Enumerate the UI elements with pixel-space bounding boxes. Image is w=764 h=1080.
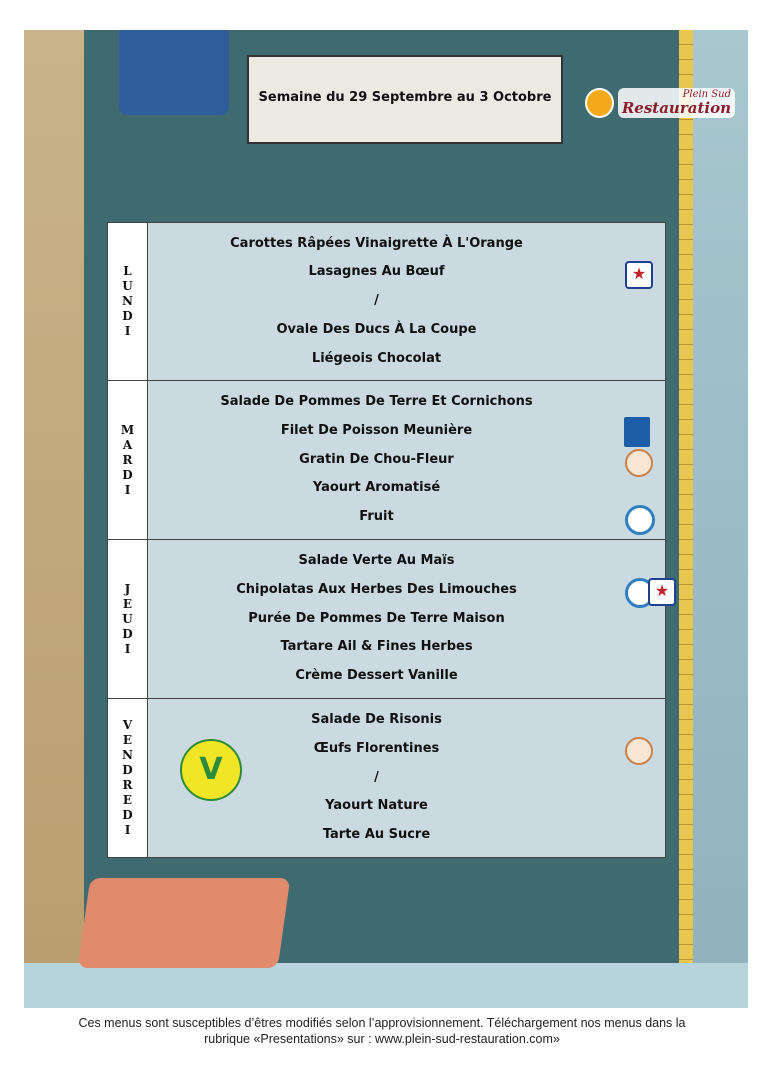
left-wall [24,30,84,1008]
dish: Chipolatas Aux Herbes Des Limouches [236,581,517,597]
desk-illustration [77,878,291,968]
star-label-icon: ★ [625,261,653,289]
book-illustration [119,30,229,115]
day-vendredi: VENDREDI Salade De Risonis Œufs Florenti… [107,699,666,858]
dish: Yaourt Aromatisé [312,480,441,496]
star-label-icon: ★ [648,578,676,606]
dish: Tartare Ail & Fines Herbes [280,639,473,655]
regional-label-icon [625,449,653,477]
dish: Salade Verte Au Maïs [298,553,455,568]
day-label-cell: LUNDI [108,223,148,380]
footer-line2: rubrique «Presentations» sur : www.plein… [204,1032,560,1046]
dish: Salade De Risonis [311,712,442,727]
vegetarian-v-label-icon: V [180,739,242,801]
brand-logo: Plein Sud Restauration [585,80,735,125]
week-header: Semaine du 29 Septembre au 3 Octobre [247,55,563,144]
dish: Salade De Pommes De Terre Et Cornichons [220,394,533,409]
dish: Tarte Au Sucre [322,827,431,843]
day-jeudi: JEUDI Salade Verte Au Maïs Chipolatas Au… [107,540,676,699]
dish: Gratin De Chou-Fleur [299,451,454,467]
dish: / [374,293,379,309]
day-lundi: LUNDI Carottes Râpées Vinaigrette À L'Or… [107,222,666,381]
dish: Ovale Des Ducs À La Coupe [276,321,477,337]
dish: Œufs Florentines [313,740,440,756]
logo-line2: Restauration [621,98,731,117]
dish: Filet De Poisson Meunière [280,422,473,438]
day-mardi: MARDI Salade De Pommes De Terre Et Corni… [107,381,666,540]
dish: Yaourt Nature [325,798,428,814]
day-label: MARDI [120,422,135,498]
right-wall [693,30,748,1008]
floor [24,963,748,1008]
dish: / [374,769,379,785]
weekly-menu: LUNDI Carottes Râpées Vinaigrette À L'Or… [107,222,676,858]
bio-label-icon [625,505,655,535]
dish: Liégeois Chocolat [311,350,442,366]
dish: Fruit [359,509,394,525]
dish: Carottes Râpées Vinaigrette À L'Orange [230,235,523,251]
day-label-cell: MARDI [108,381,148,539]
day-label: JEUDI [120,581,135,657]
dish: Lasagnes Au Bœuf [308,264,445,280]
footer-line1: Ces menus sont susceptibles d’êtres modi… [78,1016,686,1030]
logo-line1: Plein Sud [682,88,731,100]
day-label-cell: JEUDI [108,540,148,698]
footer-note: Ces menus sont susceptibles d’êtres modi… [0,1015,764,1047]
dish: Purée De Pommes De Terre Maison [248,610,505,626]
day-label: VENDREDI [120,718,135,838]
regional-label-icon [625,737,653,765]
dish: Crème Dessert Vanille [295,668,458,684]
fruit-logo-icon [585,87,614,118]
day-label: LUNDI [120,264,135,339]
week-title: Semaine du 29 Septembre au 3 Octobre [258,90,552,105]
msc-fish-label-icon [624,417,650,447]
day-label-cell: VENDREDI [108,699,148,857]
